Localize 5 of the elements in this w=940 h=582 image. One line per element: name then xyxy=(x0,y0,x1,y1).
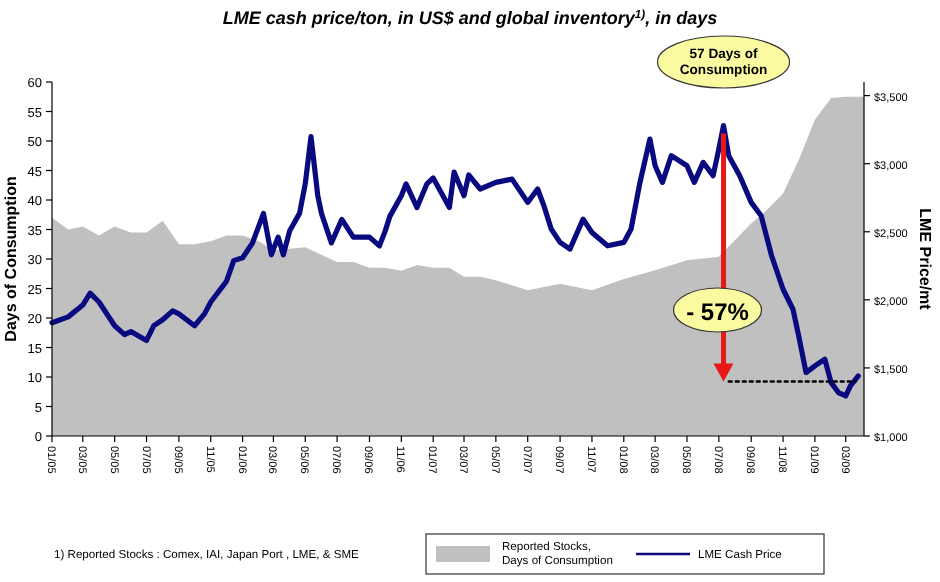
annotation: - 57% xyxy=(686,298,750,326)
line-series xyxy=(49,122,861,399)
y-axis-title: Days of Consumption xyxy=(2,176,20,342)
chart-title: LME cash price/ton, in US$ and global inventory$^{1)}$, in days xyxy=(222,8,718,28)
y2-axis-title: LME Price/mt xyxy=(916,208,934,311)
